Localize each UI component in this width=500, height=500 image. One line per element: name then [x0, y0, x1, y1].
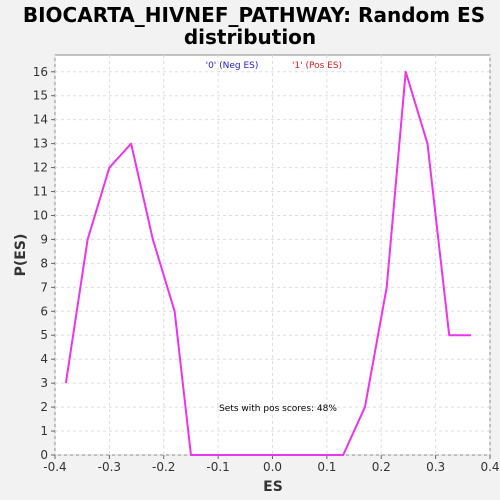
x-tick-label: -0.4 — [43, 460, 66, 474]
chart-title-line2: distribution — [184, 25, 316, 49]
y-tick-label: 4 — [40, 352, 48, 366]
y-tick-label: 8 — [40, 256, 48, 270]
x-tick-label: 0.0 — [263, 460, 282, 474]
y-tick-label: 6 — [40, 304, 48, 318]
y-tick-label: 5 — [40, 328, 48, 342]
x-tick-label: -0.1 — [206, 460, 229, 474]
x-tick-label: -0.3 — [98, 460, 121, 474]
y-tick-label: 3 — [40, 376, 48, 390]
y-tick-label: 10 — [33, 208, 48, 222]
y-tick-label: 2 — [40, 400, 48, 414]
x-tick-label: 0.3 — [426, 460, 445, 474]
x-tick-label: 0.2 — [372, 460, 391, 474]
x-axis-label: ES — [263, 479, 283, 495]
legend-entry: '0' (Neg ES) — [206, 61, 259, 71]
y-axis-label: P(ES) — [13, 234, 29, 277]
y-tick-label: 13 — [33, 137, 48, 151]
y-tick-label: 11 — [33, 185, 48, 199]
chart-title-line1: BIOCARTA_HIVNEF_PATHWAY: Random ES — [23, 3, 485, 27]
y-tick-label: 9 — [40, 232, 48, 246]
y-tick-label: 16 — [33, 65, 48, 79]
y-tick-label: 0 — [40, 448, 48, 462]
y-tick-label: 12 — [33, 161, 48, 175]
y-tick-label: 1 — [40, 424, 48, 438]
x-tick-label: 0.4 — [480, 460, 499, 474]
legend-entry: '1' (Pos ES) — [292, 61, 342, 71]
y-tick-label: 7 — [40, 280, 48, 294]
y-tick-label: 15 — [33, 89, 48, 103]
x-tick-label: -0.2 — [152, 460, 175, 474]
pos-scores-annotation: Sets with pos scores: 48% — [219, 404, 337, 414]
x-tick-label: 0.1 — [317, 460, 336, 474]
y-tick-label: 14 — [33, 113, 48, 127]
